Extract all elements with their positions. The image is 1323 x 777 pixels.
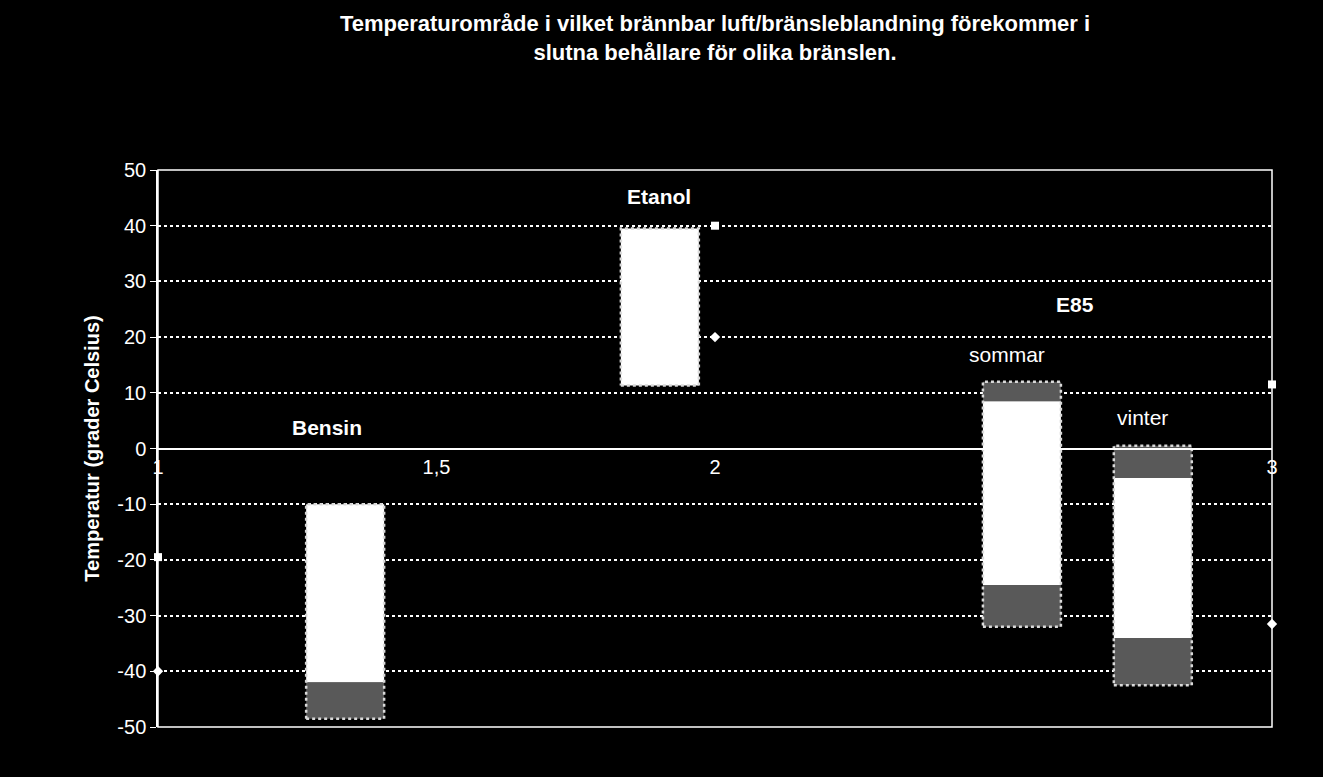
- svg-text:Etanol: Etanol: [627, 185, 691, 208]
- svg-text:1: 1: [152, 456, 163, 478]
- svg-text:vinter: vinter: [1117, 406, 1168, 429]
- svg-text:2: 2: [709, 456, 720, 478]
- svg-text:50: 50: [124, 159, 146, 181]
- svg-text:Bensin: Bensin: [292, 416, 362, 439]
- svg-text:-50: -50: [117, 716, 146, 738]
- svg-text:30: 30: [124, 270, 146, 292]
- svg-text:10: 10: [124, 382, 146, 404]
- svg-text:E85: E85: [1056, 293, 1094, 316]
- svg-text:-40: -40: [117, 660, 146, 682]
- svg-text:1,5: 1,5: [423, 456, 451, 478]
- svg-text:-20: -20: [117, 549, 146, 571]
- svg-text:Temperaturområde i vilket brän: Temperaturområde i vilket brännbar luft/…: [340, 11, 1090, 65]
- svg-text:0: 0: [135, 438, 146, 460]
- svg-text:20: 20: [124, 326, 146, 348]
- svg-text:40: 40: [124, 215, 146, 237]
- svg-text:sommar: sommar: [969, 343, 1045, 366]
- svg-text:-30: -30: [117, 605, 146, 627]
- svg-text:3: 3: [1266, 456, 1277, 478]
- svg-text:Temperatur (grader Celsius): Temperatur (grader Celsius): [81, 315, 103, 581]
- svg-text:-10: -10: [117, 493, 146, 515]
